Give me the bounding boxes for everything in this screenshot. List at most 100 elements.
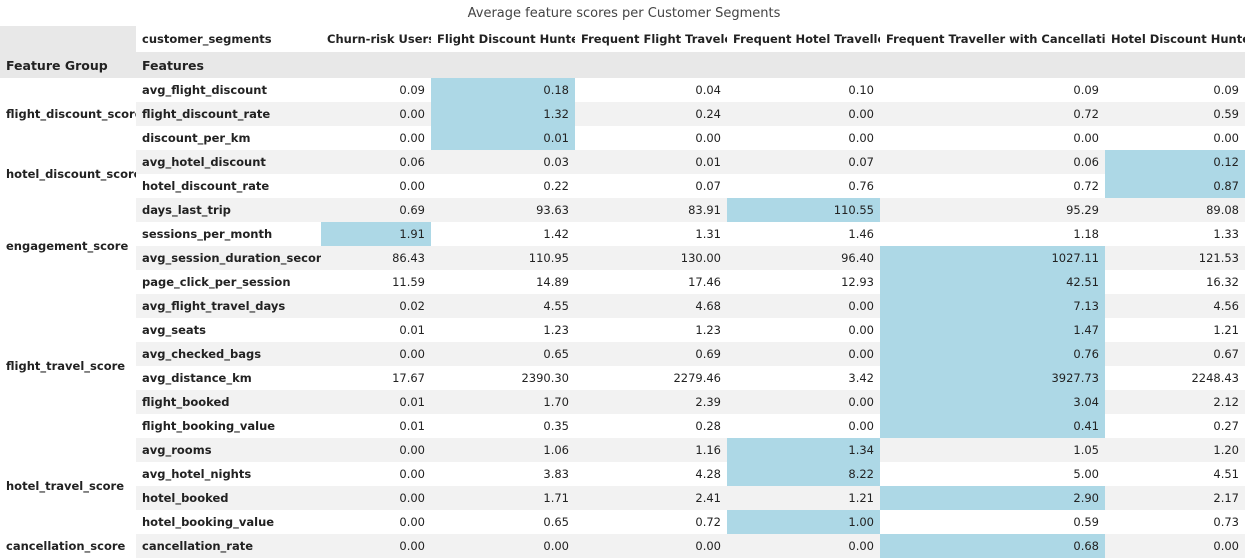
column-header: Frequent Hotel Traveller (733, 32, 880, 46)
value-cell: 0.76 (727, 174, 880, 198)
max-value-cell: 1.47 (880, 318, 1105, 342)
value-cell: 0.00 (727, 414, 880, 438)
value-cell: 0.24 (575, 102, 727, 126)
feature-label: discount_per_km (136, 126, 321, 150)
value-cell: 17.67 (321, 366, 431, 390)
value-cell: 0.00 (321, 126, 431, 150)
value-cell: 3.83 (431, 462, 575, 486)
value-cell: 0.00 (321, 438, 431, 462)
table-row: hotel_discount_rate 0.00 0.22 0.07 0.76 0.72 0… (0, 174, 1245, 198)
max-value-cell: 0.87 (1105, 174, 1245, 198)
value-cell: 0.00 (727, 294, 880, 318)
index-header-row: Feature Group Features (0, 52, 1245, 78)
feature-label: page_click_per_session (136, 270, 321, 294)
header-filler (880, 52, 1105, 78)
value-cell: 0.00 (321, 174, 431, 198)
max-value-cell: 2.90 (880, 486, 1105, 510)
feature-label: avg_flight_discount (136, 78, 321, 102)
feature-label: flight_discount_rate (136, 102, 321, 126)
value-cell: 1.23 (575, 318, 727, 342)
value-cell: 0.00 (321, 462, 431, 486)
value-cell: 0.35 (431, 414, 575, 438)
column-header: Churn-risk Users (327, 32, 431, 46)
table-row: discount_per_km 0.00 0.01 0.00 0.00 0.00 0.00 (0, 126, 1245, 150)
column-header: Flight Discount Hunter (437, 32, 575, 46)
value-cell: 5.00 (880, 462, 1105, 486)
value-cell: 4.28 (575, 462, 727, 486)
value-cell: 0.00 (321, 486, 431, 510)
max-value-cell: 42.51 (880, 270, 1105, 294)
max-value-cell: 3.04 (880, 390, 1105, 414)
value-cell: 0.00 (727, 534, 880, 558)
value-cell: 0.01 (321, 414, 431, 438)
max-value-cell: 3927.73 (880, 366, 1105, 390)
value-cell: 0.65 (431, 342, 575, 366)
value-cell: 0.09 (1105, 78, 1245, 102)
table-row: flight_discount_score avg_flight_discount… (0, 78, 1245, 150)
feature-label: hotel_discount_rate (136, 174, 321, 198)
column-header: Hotel Discount Hunter (1111, 32, 1245, 46)
value-cell: 1.71 (431, 486, 575, 510)
value-cell: 0.00 (431, 534, 575, 558)
feature-label: sessions_per_month (136, 222, 321, 246)
column-header: Frequent Flight Traveler (581, 32, 727, 46)
value-cell: 0.59 (1105, 102, 1245, 126)
feature-label: cancellation_rate (136, 534, 321, 558)
value-cell: 2.17 (1105, 486, 1245, 510)
value-cell: 0.00 (321, 102, 431, 126)
value-cell: 130.00 (575, 246, 727, 270)
value-cell: 0.69 (575, 342, 727, 366)
table-row: page_click_per_session 11.59 14.89 17.46 12.… (0, 270, 1245, 294)
value-cell: 1.16 (575, 438, 727, 462)
feature-group-label: engagement_score (0, 198, 136, 294)
value-cell: 2.39 (575, 390, 727, 414)
header-filler (575, 52, 727, 78)
value-cell: 0.28 (575, 414, 727, 438)
table-row: cancellation_score cancellation_rate 0.00 0… (0, 534, 1245, 558)
value-cell: 1.20 (1105, 438, 1245, 462)
column-header-row: customer_segments Churn-risk Users Flight… (0, 26, 1245, 52)
feature-label: avg_hotel_nights (136, 462, 321, 486)
value-cell: 2.41 (575, 486, 727, 510)
value-cell: 2390.30 (431, 366, 575, 390)
value-cell: 0.00 (727, 390, 880, 414)
table-row: hotel_booking_value 0.00 0.65 0.72 1.00 0.59 0… (0, 510, 1245, 534)
feature-label: avg_flight_travel_days (136, 294, 321, 318)
value-cell: 0.04 (575, 78, 727, 102)
feature-group-label: hotel_travel_score (0, 438, 136, 534)
value-cell: 3.42 (727, 366, 880, 390)
max-value-cell: 8.22 (727, 462, 880, 486)
value-cell: 0.72 (880, 102, 1105, 126)
table-title: Average feature scores per Customer Segm… (467, 6, 781, 21)
feature-label: avg_rooms (136, 438, 321, 462)
value-cell: 0.09 (880, 78, 1105, 102)
max-value-cell: 1.91 (321, 222, 431, 246)
value-cell: 0.27 (1105, 414, 1245, 438)
table-row: sessions_per_month 1.91 1.42 1.31 1.46 1.18 1.… (0, 222, 1245, 246)
table-row: flight_travel_score avg_flight_travel_day… (0, 294, 1245, 438)
header-filler (431, 52, 575, 78)
max-value-cell: 7.13 (880, 294, 1105, 318)
value-cell: 1.31 (575, 222, 727, 246)
value-cell: 1.70 (431, 390, 575, 414)
table-row: avg_hotel_nights 0.00 3.83 4.28 8.22 5.00 4.51 (0, 462, 1245, 486)
max-value-cell: 0.68 (880, 534, 1105, 558)
value-cell: 0.00 (727, 318, 880, 342)
feature-group-label: hotel_discount_score (0, 150, 136, 198)
value-cell: 110.95 (431, 246, 575, 270)
feature-label: days_last_trip (136, 198, 321, 222)
table-row: hotel_discount_score avg_hotel_discount 0.… (0, 150, 1245, 198)
table-row: flight_booking_value 0.01 0.35 0.28 0.00 0.41… (0, 414, 1245, 438)
feature-label: flight_booking_value (136, 414, 321, 438)
value-cell: 0.07 (575, 174, 727, 198)
table-row: flight_discount_rate 0.00 1.32 0.24 0.00 0.72… (0, 102, 1245, 126)
max-value-cell: 0.41 (880, 414, 1105, 438)
value-cell: 0.00 (727, 126, 880, 150)
value-cell: 0.00 (880, 126, 1105, 150)
value-cell: 0.72 (880, 174, 1105, 198)
value-cell: 16.32 (1105, 270, 1245, 294)
table-row: avg_distance_km 17.67 2390.30 2279.46 3.42 39… (0, 366, 1245, 390)
value-cell: 2248.43 (1105, 366, 1245, 390)
value-cell: 93.63 (431, 198, 575, 222)
value-cell: 4.68 (575, 294, 727, 318)
